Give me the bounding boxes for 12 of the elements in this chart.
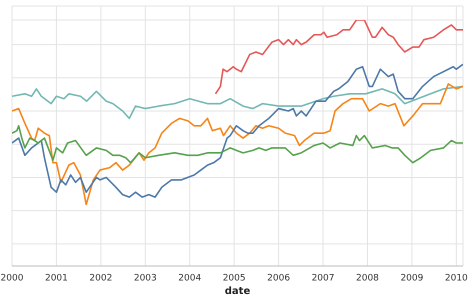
x-tick-label: 2001 xyxy=(44,273,68,284)
x-tick-label: 2007 xyxy=(312,273,334,284)
x-tick-label: 2010 xyxy=(444,273,468,284)
x-tick-label: 2003 xyxy=(134,273,157,284)
x-tick-label: 2004 xyxy=(178,273,202,284)
x-tick-label: 2006 xyxy=(267,273,290,284)
x-axis-title: date xyxy=(224,286,250,296)
x-tick-label: 2008 xyxy=(356,273,380,284)
x-tick-label: 2002 xyxy=(89,273,112,284)
x-tick-label: 2000 xyxy=(0,273,24,284)
x-tick-label: 2005 xyxy=(222,273,246,284)
x-tick-label: 2009 xyxy=(400,273,424,284)
